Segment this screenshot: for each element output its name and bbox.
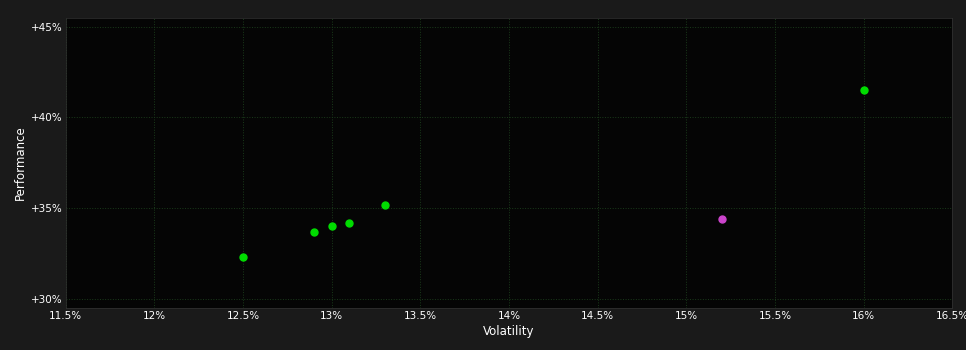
Point — [342, 220, 357, 225]
Point — [377, 202, 392, 207]
Point — [714, 216, 729, 222]
Point — [236, 254, 251, 260]
X-axis label: Volatility: Volatility — [483, 325, 535, 338]
Point — [324, 224, 339, 229]
Point — [306, 229, 322, 234]
Point — [856, 87, 871, 93]
Y-axis label: Performance: Performance — [14, 125, 27, 200]
